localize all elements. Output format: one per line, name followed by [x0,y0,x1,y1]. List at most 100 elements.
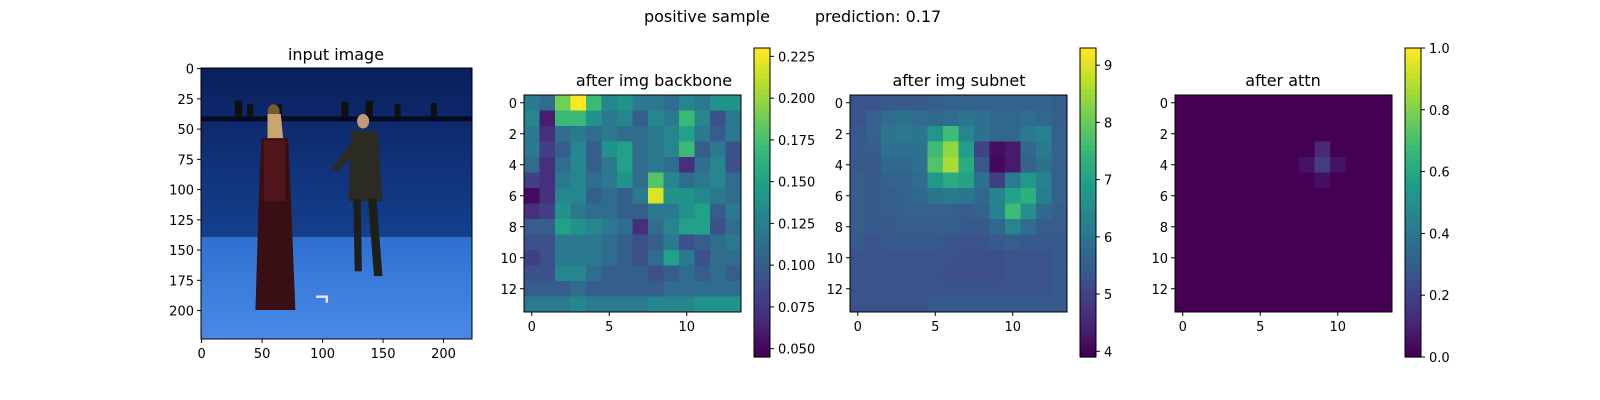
heatmap-cell [1283,188,1300,204]
y-tick-label: 0 [509,97,517,112]
heatmap-cell [881,203,897,220]
heatmap-cell [570,203,587,220]
heatmap-cell [679,281,695,297]
heatmap-cell [710,219,726,235]
heatmap-cell [865,157,882,173]
colorbar-segment [1080,89,1096,95]
heatmap-cell [1221,219,1238,235]
panel-title: input image [288,45,384,64]
colorbar-segment [754,187,770,193]
heatmap-cell [1361,188,1377,204]
heatmap-cell [555,110,571,127]
heatmap-cell [1252,126,1269,142]
heatmap-cell [1020,188,1037,204]
heatmap-cell [1268,141,1284,158]
heatmap-cell [1283,296,1300,313]
heatmap-cell [725,172,742,189]
colorbar-segment [1080,176,1096,183]
heatmap-cell [570,95,587,111]
heatmap-cell [1051,110,1068,127]
heatmap-cell [865,296,882,313]
heatmap-cell [679,110,695,127]
colorbar-segment [1080,171,1096,178]
colorbar-segment [754,284,770,291]
heatmap-cell [850,234,866,251]
y-tick-label: 10 [826,252,843,267]
colorbar-tick-label: 0.8 [1429,104,1450,119]
y-tick-label: 12 [826,283,843,298]
colorbar-segment [754,254,770,260]
heatmap-cell [648,126,664,142]
heatmap-cell [1206,126,1222,142]
heatmap-cell [539,296,556,313]
heatmap-cell [1237,141,1253,158]
heatmap-cell [586,265,602,282]
heatmap-cell [1206,296,1222,313]
heatmap-cell [555,157,571,173]
colorbar-segment [754,68,770,75]
heatmap-cell [958,203,975,220]
heatmap-cell [1237,188,1253,204]
colorbar-segment [1080,135,1096,142]
heatmap-cell [1330,203,1346,220]
colorbar-segment [1080,161,1096,168]
heatmap-cell [539,188,556,204]
heatmap-cell [1283,234,1300,251]
heatmap-cell [710,234,726,251]
heatmap-cell [648,110,664,127]
heatmap-cell [1299,234,1315,251]
suptitle-right: prediction: 0.17 [815,7,941,26]
heatmap-cell [1020,250,1037,266]
heatmap-cell [663,234,680,251]
x-tick-label: 10 [678,320,695,335]
heatmap-cell [1330,141,1346,158]
heatmap-cell [1206,95,1222,111]
heatmap-cell [663,172,680,189]
x-tick-label: 10 [1004,320,1021,335]
colorbar-segment [754,197,770,204]
heatmap-cell [1376,250,1393,266]
heatmap-cell [896,234,913,251]
colorbar-segment [1405,187,1421,193]
colorbar-segment [1405,99,1421,106]
colorbar-segment [1080,238,1096,245]
colorbar-segment [1405,125,1421,131]
heatmap-cell [1221,141,1238,158]
colorbar-segment [754,53,770,59]
heatmap-cell [881,265,897,282]
heatmap-cell [1345,296,1362,313]
colorbar-segment [1080,233,1096,240]
colorbar-segment [1080,295,1096,301]
heatmap-cell [1237,110,1253,127]
heatmap-cell [648,95,664,111]
heatmap-cell [555,126,571,142]
heatmap-cell [694,250,711,266]
heatmap-cell [1314,188,1331,204]
heatmap-cell [1299,203,1315,220]
heatmap-cell [632,141,649,158]
colorbar-segment [1405,166,1421,173]
heatmap-cell [617,234,633,251]
heatmap-cell [524,110,540,127]
colorbar-segment [754,331,770,337]
heatmap-cell [1020,265,1037,282]
heatmap-cell [679,141,695,158]
heatmap-cell [974,126,990,142]
heatmap-cell [1190,110,1207,127]
heatmap-cell [927,296,944,313]
heatmap-cell [601,157,618,173]
heatmap-cell [1299,188,1315,204]
heatmap-cell [881,219,897,235]
heatmap-cell [648,172,664,189]
colorbar-segment [754,326,770,332]
colorbar-segment [1405,223,1421,229]
colorbar-segment [754,351,770,358]
heatmap-cell [1299,250,1315,266]
colorbar-segment [1405,192,1421,198]
colorbar-segment [1080,53,1096,59]
colorbar-segment [1080,202,1096,209]
y-tick-label: 8 [835,221,843,236]
colorbar-segment [1080,73,1096,80]
heatmap-cell [896,126,913,142]
y-tick-label: 8 [1160,221,1168,236]
